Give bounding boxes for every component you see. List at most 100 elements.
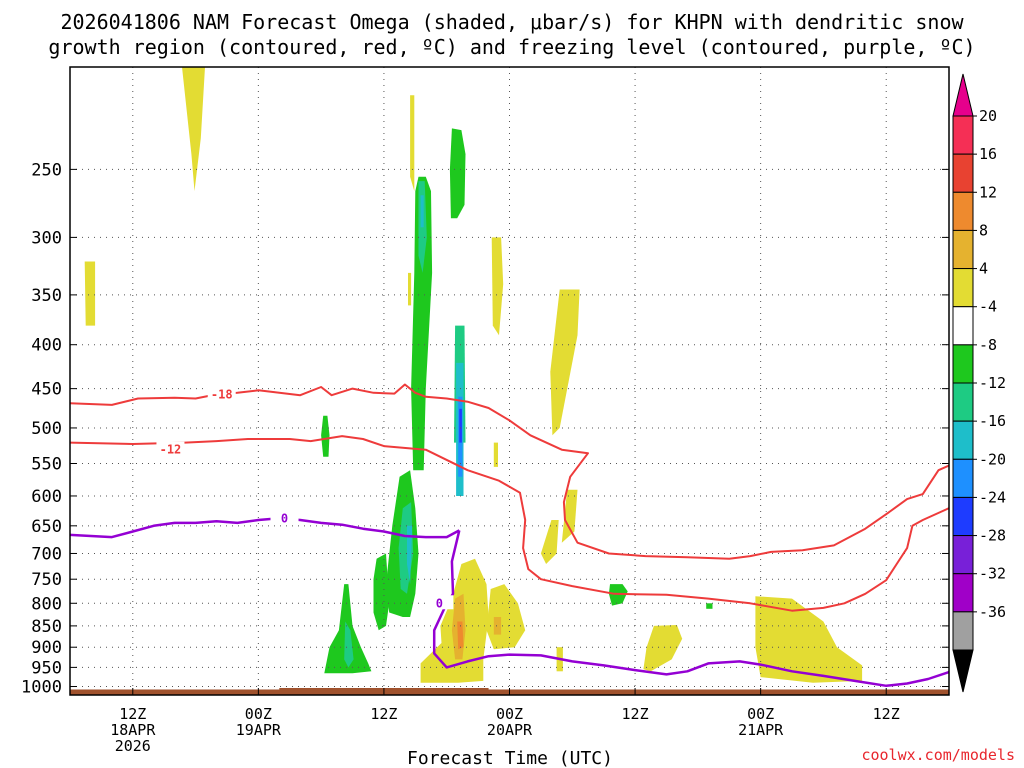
colorbar-level-label: -16 bbox=[979, 412, 1006, 430]
omega-shading-layer bbox=[84, 67, 863, 683]
colorbar-level-label: -20 bbox=[979, 450, 1006, 468]
pressure-tick-label: 1000 bbox=[21, 678, 62, 698]
time-tick-label: 00Z bbox=[747, 705, 774, 723]
colorbar-level-label: -24 bbox=[979, 488, 1006, 506]
colorbar-swatch bbox=[952, 573, 974, 613]
dendritic-contour bbox=[70, 435, 949, 612]
colorbar-level-label: 16 bbox=[979, 145, 997, 163]
colorbar-level-label: -36 bbox=[979, 603, 1006, 621]
pressure-axis: 2503003504004505005506006507007508008509… bbox=[21, 160, 949, 698]
freezing-level-contour-label-bg bbox=[270, 510, 299, 525]
freezing-level-contour-label: 0 bbox=[436, 596, 443, 610]
colorbar-swatch bbox=[952, 611, 974, 651]
omega-region-4 bbox=[493, 442, 498, 467]
chart-title-line1: 2026041806 NAM Forecast Omega (shaded, μ… bbox=[60, 10, 964, 34]
dendritic-growth-contours: -18 -12 bbox=[70, 383, 949, 612]
dendritic-contour-label-bg bbox=[156, 441, 185, 456]
omega-region--8 bbox=[449, 128, 466, 219]
omega-region--8 bbox=[706, 603, 713, 609]
colorbar-swatch bbox=[952, 268, 974, 308]
time-tick-label: 00Z bbox=[496, 705, 523, 723]
dendritic-contour-label: -18 bbox=[211, 387, 233, 401]
colorbar: 20 16 12 8 4 -4 -8 -12 -16 -20 -24 -28 -32 -36 bbox=[952, 73, 1006, 693]
colorbar-swatch bbox=[952, 382, 974, 422]
pressure-tick-label: 750 bbox=[31, 570, 62, 590]
colorbar-swatch bbox=[952, 191, 974, 231]
colorbar-level-label: -12 bbox=[979, 374, 1006, 392]
pressure-tick-label: 700 bbox=[31, 544, 62, 564]
omega-region--12 bbox=[344, 621, 354, 668]
dendritic-contour-label: -12 bbox=[160, 443, 182, 457]
omega-region-4 bbox=[755, 596, 863, 683]
time-tick-label: 12Z bbox=[119, 705, 146, 723]
colorbar-level-label: -32 bbox=[979, 565, 1006, 583]
colorbar-swatch bbox=[952, 229, 974, 270]
time-tick-label: 18APR bbox=[110, 721, 156, 739]
pressure-tick-label: 900 bbox=[31, 638, 62, 658]
dendritic-contour-label-bg bbox=[207, 386, 236, 401]
gridlines bbox=[70, 67, 949, 695]
freezing-level-contours: 00 bbox=[70, 510, 949, 688]
time-tick-label: 20APR bbox=[487, 721, 533, 739]
pressure-tick-label: 850 bbox=[31, 617, 62, 637]
colorbar-level-label: 12 bbox=[979, 183, 997, 201]
colorbar-level-label: -28 bbox=[979, 527, 1006, 545]
omega-region-4 bbox=[643, 625, 683, 672]
omega-region--8 bbox=[373, 553, 390, 631]
colorbar-swatch bbox=[952, 306, 974, 346]
pressure-tick-label: 400 bbox=[31, 336, 62, 356]
colorbar-swatch bbox=[952, 420, 974, 460]
omega-region-8 bbox=[493, 617, 502, 635]
omega-region--24 bbox=[459, 408, 462, 443]
freezing-level-contour-label-bg bbox=[425, 595, 454, 610]
colorbar-swatch bbox=[952, 458, 974, 498]
pressure-tick-label: 250 bbox=[31, 160, 62, 180]
freezing-level-contour-label: 0 bbox=[281, 511, 288, 525]
time-tick-label: 21APR bbox=[738, 721, 784, 739]
chart-title-line2: growth region (contoured, red, ºC) and f… bbox=[48, 35, 975, 59]
colorbar-bottom-arrow bbox=[952, 649, 974, 693]
colorbar-top-arrow bbox=[952, 73, 974, 117]
omega-region-4 bbox=[410, 95, 415, 192]
colorbar-level-label: -4 bbox=[979, 298, 997, 316]
omega-region-4 bbox=[182, 67, 205, 192]
omega-region--16 bbox=[407, 525, 413, 585]
colorbar-swatch bbox=[952, 115, 974, 155]
pressure-tick-label: 950 bbox=[31, 658, 62, 678]
omega-region-4 bbox=[550, 289, 580, 436]
omega-region--8 bbox=[411, 176, 433, 471]
time-tick-label: 12Z bbox=[622, 705, 649, 723]
colorbar-level-label: 4 bbox=[979, 260, 988, 278]
pressure-tick-label: 500 bbox=[31, 419, 62, 439]
omega-region-4 bbox=[540, 520, 559, 564]
pressure-tick-label: 650 bbox=[31, 517, 62, 537]
freezing-level-contour bbox=[432, 530, 949, 688]
omega-region--8 bbox=[321, 415, 330, 457]
omega-region-4 bbox=[491, 237, 504, 336]
time-tick-label: 12Z bbox=[370, 705, 397, 723]
colorbar-swatch bbox=[952, 153, 974, 193]
omega-region--16 bbox=[420, 195, 424, 228]
omega-region-4 bbox=[408, 272, 412, 306]
colorbar-swatch bbox=[952, 344, 974, 384]
pressure-tick-label: 800 bbox=[31, 594, 62, 614]
time-tick-label: 12Z bbox=[873, 705, 900, 723]
pressure-tick-label: 350 bbox=[31, 286, 62, 306]
time-tick-label: 19APR bbox=[236, 721, 282, 739]
pressure-tick-label: 450 bbox=[31, 380, 62, 400]
omega-region-4 bbox=[486, 584, 526, 650]
colorbar-level-label: 8 bbox=[979, 221, 988, 239]
x-axis-label: Forecast Time (UTC) bbox=[407, 748, 613, 768]
pressure-tick-label: 550 bbox=[31, 455, 62, 475]
time-tick-label: 00Z bbox=[245, 705, 272, 723]
colorbar-swatch bbox=[952, 535, 974, 575]
omega-region-12 bbox=[457, 621, 464, 650]
colorbar-level-label: -8 bbox=[979, 336, 997, 354]
pressure-tick-label: 300 bbox=[31, 228, 62, 248]
omega-region-4 bbox=[84, 261, 96, 326]
pressure-tick-label: 600 bbox=[31, 487, 62, 507]
colorbar-swatch bbox=[952, 496, 974, 537]
credit-link[interactable]: coolwx.com/models bbox=[861, 746, 1015, 764]
